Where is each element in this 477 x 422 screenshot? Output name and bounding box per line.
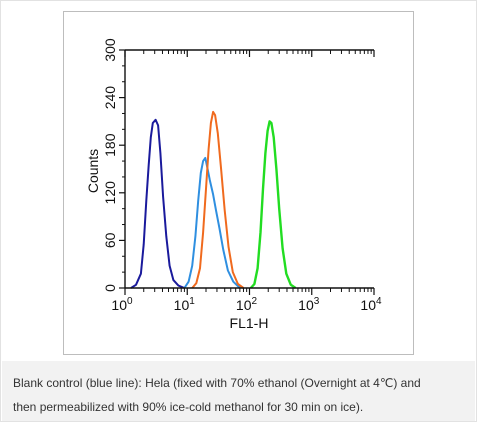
histogram-curve-1 — [130, 118, 185, 289]
histogram-curve-4 — [249, 120, 297, 289]
x-tick-exponent: 3 — [314, 296, 320, 307]
x-tick-label: 104 — [360, 296, 382, 313]
x-tick-exponent: 2 — [252, 296, 258, 307]
x-tick-label: 100 — [111, 296, 133, 313]
y-tick-label: 0 — [102, 284, 118, 292]
x-axis-ticks: 100 101 102 103 104 — [111, 50, 382, 313]
y-axis-title: Counts — [85, 149, 101, 193]
plot-frame — [63, 11, 414, 355]
caption-line-2: then permeabilized with 90% ice-cold met… — [13, 400, 364, 414]
y-tick-label: 180 — [102, 133, 118, 157]
figure-caption: Blank control (blue line): Hela (fixed w… — [2, 361, 475, 421]
y-tick-label: 120 — [102, 181, 118, 205]
y-axis-ticks: 0 60 120 180 240 300 — [102, 38, 125, 292]
x-tick-label: 101 — [174, 296, 196, 313]
x-tick-label: 103 — [298, 296, 320, 313]
x-tick-exponent: 0 — [127, 296, 133, 307]
histogram-curves — [130, 110, 297, 289]
x-tick-label: 102 — [236, 296, 258, 313]
x-tick-exponent: 1 — [189, 296, 195, 307]
histogram-curve-3 — [191, 110, 245, 289]
y-tick-label: 300 — [102, 38, 118, 62]
caption-line-1: Blank control (blue line): Hela (fixed w… — [13, 376, 421, 390]
y-tick-label: 240 — [102, 86, 118, 110]
x-axis-title: FL1-H — [230, 315, 269, 331]
x-tick-exponent: 4 — [376, 296, 382, 307]
y-tick-label: 60 — [102, 232, 118, 248]
